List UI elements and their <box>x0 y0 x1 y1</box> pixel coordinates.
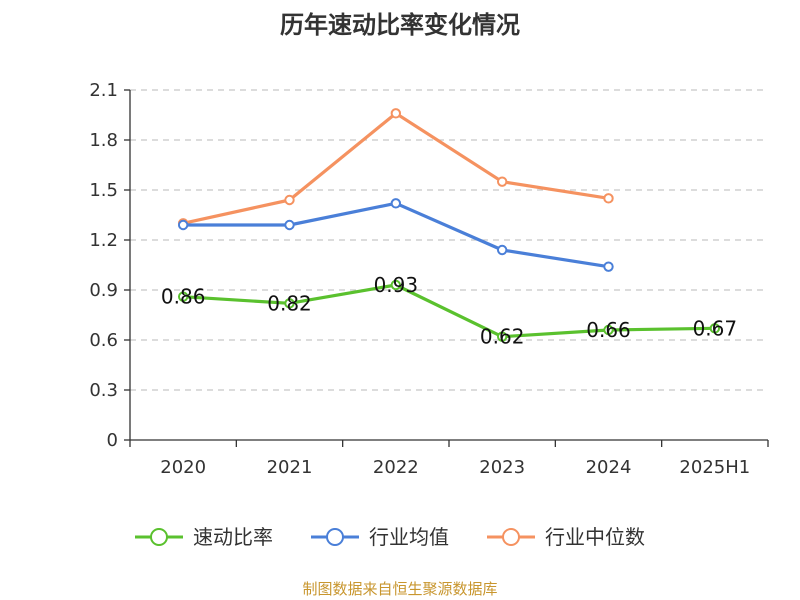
data-point <box>603 193 614 204</box>
data-point <box>284 298 295 309</box>
legend-label: 速动比率 <box>193 525 273 549</box>
y-tick-label: 2.1 <box>89 80 118 101</box>
series-line-0 <box>183 283 715 339</box>
y-tick-label: 0.9 <box>89 280 118 301</box>
data-label: 0.67 <box>693 316 738 340</box>
x-tick-label: 2021 <box>267 457 313 478</box>
x-tick-label: 2025H1 <box>679 457 750 478</box>
data-point <box>177 219 189 231</box>
source-note: 制图数据来自恒生聚源数据库 <box>302 580 497 598</box>
legend: 速动比率 行业均值 行业中位数 <box>135 525 645 549</box>
data-label: 0.62 <box>480 325 525 349</box>
data-label: 0.86 <box>161 285 206 309</box>
legend-marker <box>502 528 520 546</box>
data-point <box>603 324 614 336</box>
x-tick-label: 2022 <box>373 457 419 478</box>
y-tick-label: 0.6 <box>89 330 118 351</box>
data-point <box>284 194 295 206</box>
y-tick-label: 1.5 <box>89 180 118 201</box>
legend-label: 行业均值 <box>369 525 449 549</box>
data-point <box>284 219 295 231</box>
y-tick-label: 1.8 <box>89 130 118 151</box>
legend-marker <box>150 528 168 546</box>
legend-marker <box>326 528 344 546</box>
series-group <box>177 108 721 342</box>
data-label: 0.66 <box>586 318 631 342</box>
data-point <box>390 198 402 209</box>
data-point <box>709 323 721 334</box>
data-point <box>496 331 508 342</box>
data-point <box>177 291 189 302</box>
data-point <box>496 176 508 187</box>
axes: 0 0.3 0.6 0.9 1.2 1.5 1.8 2.1 2020 2021 2022 2023 20… <box>89 80 769 478</box>
x-tick-label: 2020 <box>160 457 206 478</box>
data-point <box>603 261 614 272</box>
data-label: 0.93 <box>374 273 419 297</box>
y-tick-label: 0 <box>107 430 118 451</box>
data-point <box>390 108 402 119</box>
data-label: 0.82 <box>267 291 312 315</box>
data-point <box>390 279 402 291</box>
data-labels: 0.86 0.82 0.93 0.62 0.66 0.67 <box>161 273 737 349</box>
y-tick-label: 0.3 <box>89 380 118 401</box>
y-tick-label: 1.2 <box>89 230 118 251</box>
grid-lines <box>130 89 768 391</box>
data-point <box>496 244 508 256</box>
series-line-1 <box>183 201 609 269</box>
chart-title: 历年速动比率变化情况 <box>280 11 520 39</box>
x-tick-label: 2023 <box>479 457 525 478</box>
legend-label: 行业中位数 <box>545 525 645 549</box>
x-tick-label: 2024 <box>586 457 632 478</box>
